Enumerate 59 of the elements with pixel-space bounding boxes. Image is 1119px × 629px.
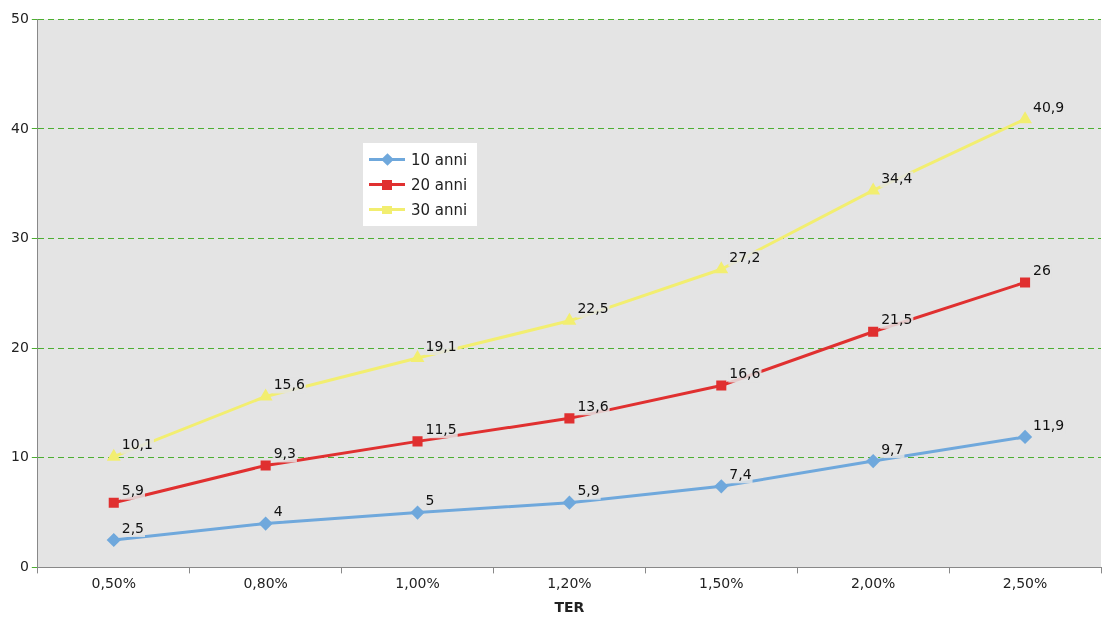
point [867, 183, 880, 195]
point [259, 389, 272, 401]
y-tick-label: 40 [10, 119, 29, 136]
point [714, 479, 728, 493]
data-label: 10,1 [121, 436, 153, 453]
point [411, 351, 424, 363]
data-label: 22,5 [577, 300, 609, 317]
point [107, 533, 121, 547]
x-axis-title: TER [554, 599, 585, 616]
x-tick-label: 0,50% [91, 575, 136, 592]
point [1018, 430, 1032, 444]
data-label: 40,9 [1033, 98, 1065, 115]
point [411, 506, 425, 520]
data-label: 11,5 [425, 421, 457, 437]
point [260, 460, 271, 471]
point [868, 326, 879, 337]
point [1019, 112, 1031, 124]
point [562, 496, 576, 510]
point [108, 497, 119, 508]
data-label: 9,7 [881, 440, 904, 457]
data-label: 26 [1033, 262, 1051, 279]
x-tick-label: 1,50% [699, 575, 744, 592]
point [866, 454, 880, 468]
legend-label: 20 anni [411, 175, 468, 194]
data-label: 9,3 [273, 445, 296, 462]
legend-label: 30 anni [411, 200, 468, 219]
x-tick-label: 1,00% [395, 575, 440, 592]
y-tick-label: 10 [10, 448, 29, 465]
data-label: 4 [273, 503, 283, 520]
x-tick-label: 2,00% [850, 575, 896, 592]
data-label: 16,6 [729, 365, 761, 382]
y-tick-label: 20 [10, 338, 29, 355]
point [715, 262, 728, 274]
x-tick-label: 0,80% [243, 575, 288, 592]
data-label: 21,5 [881, 311, 913, 328]
y-tick-label: 0 [19, 558, 29, 575]
data-label: 5,9 [121, 482, 145, 499]
data-label: 27,2 [729, 248, 761, 265]
data-label: 5,9 [577, 482, 600, 499]
data-label: 15,6 [273, 376, 305, 393]
point [107, 450, 120, 461]
y-tick-label: 50 [10, 10, 29, 27]
point [564, 413, 575, 424]
point [412, 436, 423, 447]
data-label: 34,4 [881, 170, 913, 187]
x-tick-label: 1,20% [547, 575, 592, 592]
point [716, 380, 727, 391]
point [259, 517, 273, 531]
y-tick-label: 30 [10, 229, 29, 246]
data-label: 11,9 [1033, 416, 1065, 433]
point [1020, 277, 1031, 288]
x-tick-label: 2,50% [1002, 575, 1048, 592]
data-label: 2,5 [121, 519, 145, 536]
point [563, 314, 576, 325]
legend-label: 10 anni [411, 150, 468, 169]
data-label: 7,4 [729, 465, 752, 482]
data-label: 19,1 [425, 337, 457, 354]
data-label: 5 [425, 492, 435, 509]
data-label: 13,6 [577, 397, 609, 414]
